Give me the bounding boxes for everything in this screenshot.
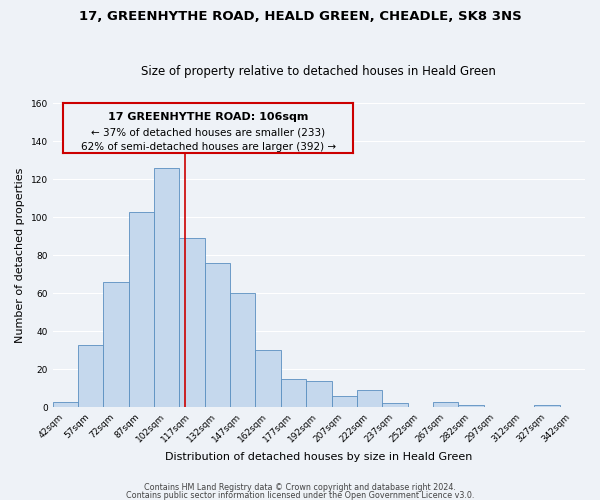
Bar [306,380,332,407]
Bar [154,168,179,407]
Title: Size of property relative to detached houses in Heald Green: Size of property relative to detached ho… [142,66,496,78]
Bar [103,282,129,407]
Bar [382,404,407,407]
Bar [230,293,256,407]
X-axis label: Distribution of detached houses by size in Heald Green: Distribution of detached houses by size … [165,452,473,462]
Bar [281,378,306,407]
Bar [332,396,357,407]
Bar [53,402,78,407]
Bar [535,406,560,407]
Bar [129,212,154,407]
Bar [179,238,205,407]
Y-axis label: Number of detached properties: Number of detached properties [15,168,25,343]
Text: Contains public sector information licensed under the Open Government Licence v3: Contains public sector information licen… [126,490,474,500]
Bar [78,344,103,407]
Bar [256,350,281,407]
Text: 17, GREENHYTHE ROAD, HEALD GREEN, CHEADLE, SK8 3NS: 17, GREENHYTHE ROAD, HEALD GREEN, CHEADL… [79,10,521,23]
Bar [205,263,230,407]
Bar [357,390,382,407]
Bar [458,406,484,407]
Text: Contains HM Land Registry data © Crown copyright and database right 2024.: Contains HM Land Registry data © Crown c… [144,483,456,492]
Bar [433,402,458,407]
